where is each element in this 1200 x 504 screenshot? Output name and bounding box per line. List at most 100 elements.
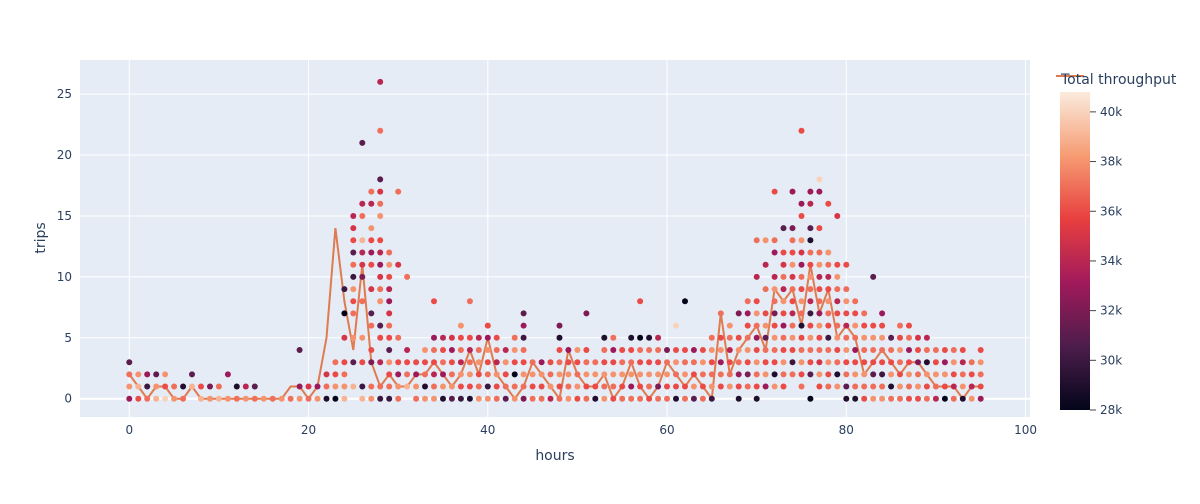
data-point-204 [502, 383, 509, 390]
data-point-10 [153, 371, 160, 378]
data-point-553 [906, 347, 912, 353]
data-point-186 [475, 383, 482, 390]
data-point-211 [511, 395, 518, 402]
data-point-301 [664, 347, 670, 353]
data-point-28 [224, 371, 231, 378]
data-point-44 [305, 395, 312, 402]
data-point-407 [780, 383, 787, 390]
data-point-448 [807, 322, 814, 329]
data-point-88 [368, 237, 375, 244]
data-point-299 [655, 383, 662, 390]
data-point-241 [565, 371, 572, 378]
data-point-409 [789, 225, 796, 232]
data-point-127 [386, 395, 393, 402]
data-point-435 [798, 359, 805, 366]
data-point-300 [655, 395, 662, 402]
data-point-205 [502, 395, 509, 402]
data-point-256 [592, 371, 599, 378]
data-point-46 [314, 395, 321, 402]
data-point-290 [646, 347, 653, 353]
data-point-541 [888, 371, 895, 378]
data-point-276 [628, 334, 635, 341]
data-point-206 [511, 334, 518, 341]
data-point-355 [744, 322, 751, 329]
data-point-554 [906, 359, 912, 366]
data-point-439 [807, 200, 814, 207]
data-point-138 [404, 371, 411, 378]
data-point-353 [744, 298, 751, 305]
data-point-543 [888, 395, 895, 402]
data-point-454 [816, 176, 823, 183]
data-point-392 [771, 359, 778, 366]
data-point-285 [637, 359, 644, 366]
data-point-185 [475, 371, 482, 378]
data-point-23 [198, 395, 204, 402]
data-point-437 [798, 383, 805, 390]
data-point-295 [655, 334, 662, 341]
data-point-52 [332, 383, 339, 390]
data-point-125 [386, 371, 393, 378]
data-point-1 [126, 371, 133, 378]
x-tick-label-20: 20 [301, 423, 316, 437]
data-point-21 [189, 383, 195, 390]
data-point-210 [511, 383, 518, 390]
data-point-37 [269, 395, 276, 402]
data-point-230 [547, 383, 554, 390]
data-point-105 [377, 249, 384, 256]
data-point-199 [493, 383, 500, 390]
data-point-137 [404, 359, 411, 366]
data-point-252 [583, 371, 590, 378]
data-point-342 [726, 347, 733, 353]
x-tick-label-0: 0 [125, 423, 133, 437]
data-point-535 [879, 371, 886, 378]
data-point-596 [977, 371, 984, 378]
data-point-94 [368, 347, 375, 353]
data-point-246 [574, 371, 581, 378]
data-point-509 [852, 347, 859, 353]
data-point-416 [789, 310, 796, 317]
data-point-236 [556, 371, 563, 378]
data-point-357 [744, 347, 751, 353]
data-point-575 [941, 347, 948, 353]
data-point-417 [789, 322, 796, 329]
data-point-216 [520, 359, 527, 366]
data-point-284 [637, 347, 644, 353]
data-point-165 [448, 371, 455, 378]
data-point-527 [870, 371, 877, 378]
data-point-496 [843, 298, 850, 305]
data-point-406 [780, 371, 787, 378]
data-point-158 [440, 359, 446, 366]
data-point-2 [126, 383, 133, 390]
data-point-289 [646, 334, 653, 341]
data-point-480 [825, 371, 832, 378]
data-point-242 [565, 383, 572, 390]
data-point-520 [861, 383, 868, 390]
legend[interactable]: Total throughput [1056, 72, 1177, 88]
data-point-86 [368, 200, 375, 207]
data-point-565 [923, 347, 930, 353]
data-point-422 [798, 127, 805, 134]
data-point-592 [968, 383, 975, 390]
data-point-168 [457, 322, 464, 329]
data-point-526 [870, 359, 877, 366]
data-point-24 [207, 383, 213, 390]
y-tick-label-10: 10 [57, 270, 72, 284]
data-point-26 [215, 383, 222, 390]
data-point-348 [735, 347, 742, 353]
data-point-32 [242, 383, 249, 390]
data-point-100 [377, 176, 384, 183]
colorbar-tick-label-2: 32k [1100, 304, 1122, 318]
data-point-131 [395, 359, 402, 366]
data-point-74 [359, 200, 366, 207]
colorbar-tick-label-3: 34k [1100, 254, 1122, 268]
data-point-144 [422, 347, 428, 353]
data-point-432 [798, 322, 805, 329]
data-point-525 [870, 347, 877, 353]
data-point-8 [144, 383, 151, 390]
data-point-171 [457, 359, 464, 366]
data-point-451 [807, 359, 814, 366]
data-point-332 [708, 383, 715, 390]
data-point-387 [771, 298, 778, 305]
data-point-410 [789, 237, 796, 244]
data-point-305 [664, 395, 670, 402]
